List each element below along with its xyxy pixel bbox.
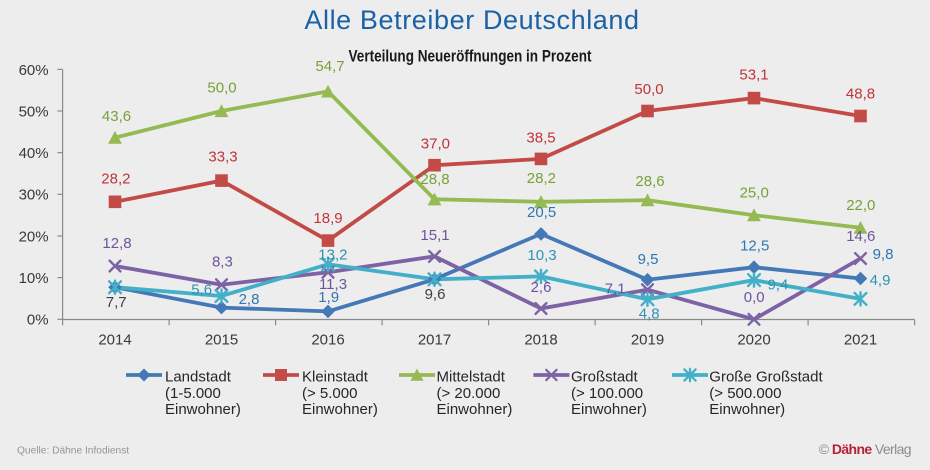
svg-text:Große Großstadt: Große Großstadt (709, 369, 823, 386)
svg-text:(> 20.000: (> 20.000 (437, 385, 501, 402)
svg-text:Landstadt: Landstadt (165, 369, 232, 386)
svg-text:10%: 10% (19, 270, 49, 287)
svg-text:4,8: 4,8 (639, 305, 660, 322)
svg-text:(> 500.000: (> 500.000 (709, 385, 781, 402)
svg-text:9,6: 9,6 (425, 286, 446, 303)
svg-text:13,2: 13,2 (318, 246, 347, 263)
svg-text:9,5: 9,5 (638, 251, 659, 268)
svg-text:Einwohner): Einwohner) (709, 401, 785, 418)
svg-text:2,6: 2,6 (531, 279, 552, 296)
svg-text:50,0: 50,0 (207, 79, 236, 96)
svg-text:28,2: 28,2 (101, 170, 130, 187)
svg-text:9,8: 9,8 (873, 246, 894, 263)
svg-text:14,6: 14,6 (846, 228, 875, 245)
svg-text:2017: 2017 (418, 332, 451, 349)
svg-text:Einwohner): Einwohner) (571, 401, 647, 418)
svg-text:Verteilung Neueröffnungen in P: Verteilung Neueröffnungen in Prozent (349, 47, 592, 65)
svg-text:2015: 2015 (205, 332, 238, 349)
svg-text:0%: 0% (27, 312, 49, 329)
svg-text:22,0: 22,0 (846, 197, 875, 214)
svg-text:18,9: 18,9 (313, 210, 342, 227)
svg-text:15,1: 15,1 (420, 227, 449, 244)
svg-text:(> 100.000: (> 100.000 (571, 385, 643, 402)
svg-text:Alle Betreiber Deutschland: Alle Betreiber Deutschland (304, 5, 639, 35)
svg-text:5,6: 5,6 (191, 281, 212, 298)
svg-text:33,3: 33,3 (208, 148, 237, 165)
svg-text:Kleinstadt: Kleinstadt (302, 369, 369, 386)
svg-text:20,5: 20,5 (527, 204, 556, 221)
svg-text:(> 5.000: (> 5.000 (302, 385, 357, 402)
svg-text:2014: 2014 (98, 332, 131, 349)
svg-text:2021: 2021 (844, 332, 877, 349)
svg-text:25,0: 25,0 (740, 185, 769, 202)
svg-text:Großstadt: Großstadt (571, 369, 639, 386)
svg-text:7,7: 7,7 (106, 294, 127, 311)
svg-text:7,1: 7,1 (605, 280, 626, 297)
svg-text:12,8: 12,8 (102, 235, 131, 252)
svg-text:2018: 2018 (524, 332, 557, 349)
svg-text:Einwohner): Einwohner) (437, 401, 513, 418)
svg-text:28,8: 28,8 (420, 171, 449, 188)
svg-text:10,3: 10,3 (527, 247, 556, 264)
svg-text:2020: 2020 (737, 332, 770, 349)
svg-text:0,0: 0,0 (744, 289, 765, 306)
svg-text:9,4: 9,4 (767, 276, 788, 293)
svg-text:2,8: 2,8 (239, 291, 260, 308)
svg-text:Einwohner): Einwohner) (302, 401, 378, 418)
svg-text:30%: 30% (19, 187, 49, 204)
svg-text:© Dähne Verlag: © Dähne Verlag (819, 441, 911, 457)
svg-text:20%: 20% (19, 228, 49, 245)
svg-text:11,3: 11,3 (319, 276, 347, 293)
svg-text:12,5: 12,5 (740, 238, 769, 255)
svg-text:50%: 50% (19, 103, 49, 120)
svg-text:Quelle: Dähne Infodienst: Quelle: Dähne Infodienst (17, 446, 129, 457)
svg-text:43,6: 43,6 (102, 108, 131, 125)
svg-text:50,0: 50,0 (634, 81, 663, 98)
svg-text:53,1: 53,1 (739, 67, 768, 84)
svg-text:1,9: 1,9 (318, 289, 339, 306)
svg-text:4,9: 4,9 (870, 272, 891, 289)
svg-text:54,7: 54,7 (315, 58, 344, 75)
svg-text:40%: 40% (19, 145, 49, 162)
svg-text:28,6: 28,6 (635, 173, 664, 190)
svg-text:38,5: 38,5 (526, 129, 555, 146)
svg-text:28,2: 28,2 (527, 170, 556, 187)
svg-text:60%: 60% (19, 62, 49, 79)
svg-text:2019: 2019 (631, 332, 664, 349)
svg-text:2016: 2016 (311, 332, 344, 349)
svg-text:Mittelstadt: Mittelstadt (437, 369, 506, 386)
svg-text:Einwohner): Einwohner) (165, 401, 241, 418)
svg-text:48,8: 48,8 (846, 85, 875, 102)
svg-text:(1-5.000: (1-5.000 (165, 385, 221, 402)
svg-text:37,0: 37,0 (421, 136, 450, 153)
svg-text:8,3: 8,3 (212, 254, 233, 271)
